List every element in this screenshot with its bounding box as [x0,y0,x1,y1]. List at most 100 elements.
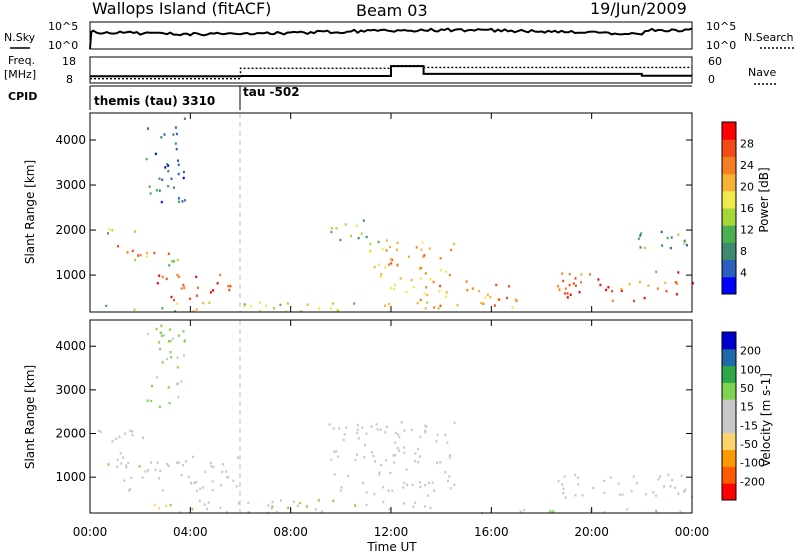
power-cell [182,176,185,180]
power-cell [153,251,156,255]
colorbar-swatch [722,173,736,192]
velocity-cell [374,460,377,463]
velocity-cell [146,332,149,336]
velocity-cell [448,456,451,459]
power-cell [195,275,198,279]
colorbar-swatch [722,242,736,261]
velocity-cell [129,488,132,491]
power-cell [172,133,175,136]
colorbar-swatch [722,416,736,434]
nave-tick-bottom: 0 [708,73,715,86]
velocity-cell [120,462,123,465]
power-cell [405,291,408,294]
power-cell [438,290,441,293]
nsky-trace [89,27,693,50]
velocity-cell [417,447,419,451]
velocity-cell [609,476,612,479]
velocity-cell [424,429,427,432]
power-cell [155,189,158,192]
power-cell [643,246,646,250]
velocity-cell [406,483,409,486]
colorbar-tick-label: -15 [740,419,758,432]
velocity-cell [669,485,672,488]
power-cell [259,301,262,304]
power-cell [160,136,163,139]
power-cell [566,296,569,299]
power-cell [429,278,432,281]
velocity-cell [335,450,338,453]
nave-label: Nave [748,66,776,79]
power-cell [439,304,442,308]
power-cell [412,286,415,289]
velocity-cell [411,483,414,487]
velocity-cell [337,455,340,458]
power-cell [422,255,425,259]
power-cell [339,238,342,242]
power-cell [637,237,640,240]
power-cell [674,281,677,284]
power-cell [330,307,332,310]
velocity-cell [557,480,560,483]
velocity-cell [314,508,317,511]
velocity-cell [169,351,172,354]
velocity-cell [371,451,373,454]
velocity-cell [372,455,375,458]
beam-title: Beam 03 [356,1,428,20]
velocity-cell [115,437,117,441]
power-cell [161,307,164,310]
power-cell [561,272,564,275]
velocity-cell [159,347,162,351]
velocity-cell [396,447,399,450]
velocity-cell [683,490,686,493]
velocity-cell [603,479,606,483]
power-cell [433,306,436,309]
velocity-cell [563,475,566,478]
power-cell [273,307,275,310]
power-cell [365,235,368,239]
ytick-label: 3000 [55,178,86,192]
velocity-cell [131,430,134,433]
velocity-cell [630,490,633,493]
velocity-cell [142,436,144,439]
power-cell [377,240,380,244]
velocity-cell [160,334,163,338]
power-cells [105,117,694,313]
colorbar-swatch [722,449,736,467]
velocity-cell [333,450,336,454]
power-cell [167,169,170,173]
power-cell [145,157,148,161]
velocity-cell [298,501,301,505]
velocity-cell [436,461,439,465]
power-cell [108,228,111,231]
velocity-cell [577,483,580,486]
velocity-cell [146,399,149,402]
power-cell [607,286,610,289]
power-cell [465,280,468,283]
velocity-yticks: 1000 2000 3000 4000 [55,320,693,513]
velocity-cell [170,355,173,359]
power-cell [192,310,195,313]
velocity-cell [684,488,687,491]
velocity-cell [343,433,346,436]
velocity-cell [449,454,452,457]
velocity-cell [195,480,198,484]
power-cell [389,258,392,261]
velocity-cell [403,429,406,432]
power-cell [683,239,686,242]
velocity-cell [549,510,552,513]
velocity-cell [562,487,565,491]
power-cell [166,162,169,166]
nsky-label: N.Sky [4,31,36,44]
power-cell [394,283,396,286]
power-cell [107,232,109,235]
velocity-cell [680,474,683,477]
velocity-cell [402,502,405,505]
velocity-cell [356,428,359,431]
velocity-cell [552,510,555,513]
power-cell [574,284,577,287]
colorbar-tick-label: 4 [740,267,747,280]
velocity-cell [453,483,456,487]
power-cell [168,264,171,267]
power-cell [134,258,136,262]
power-cell [133,230,136,233]
